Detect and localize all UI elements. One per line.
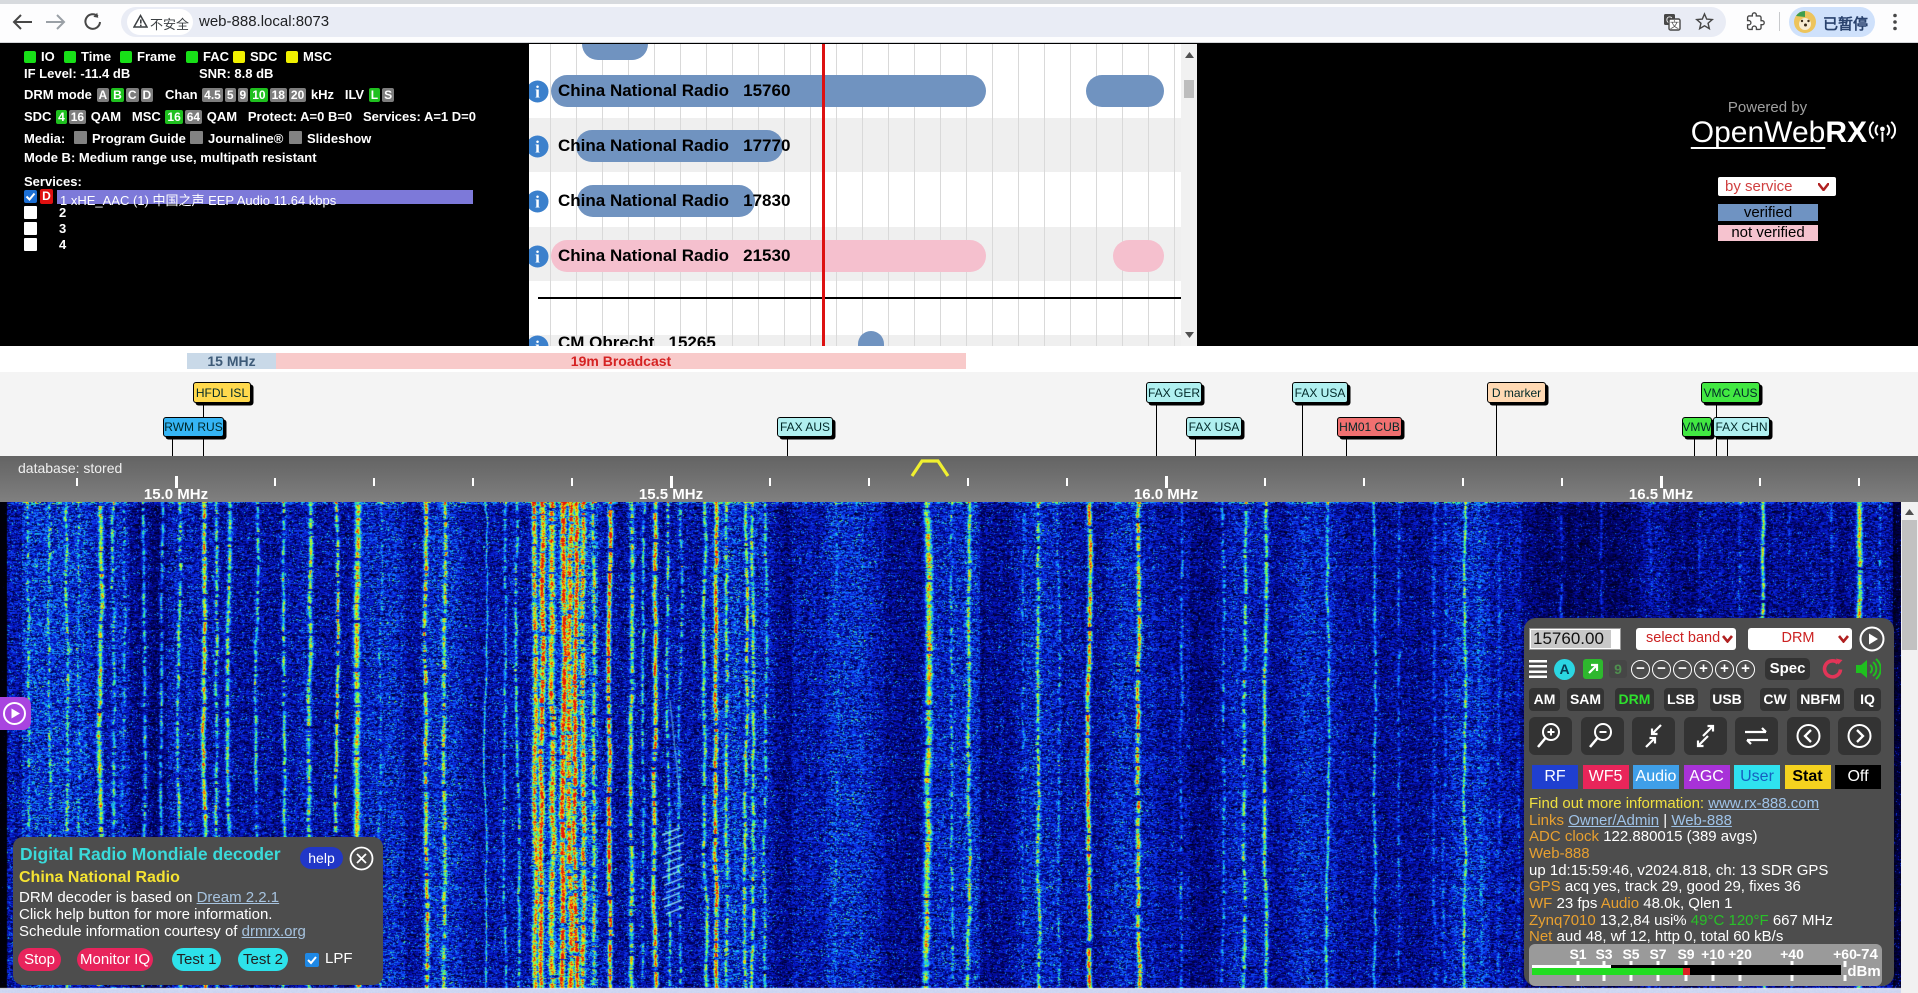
svg-text:i: i bbox=[535, 338, 540, 347]
svg-text:i: i bbox=[535, 193, 540, 212]
svg-text:文: 文 bbox=[1670, 19, 1679, 30]
svg-text:i: i bbox=[535, 138, 540, 157]
svg-text:i: i bbox=[535, 83, 540, 102]
svg-text:i: i bbox=[535, 248, 540, 267]
